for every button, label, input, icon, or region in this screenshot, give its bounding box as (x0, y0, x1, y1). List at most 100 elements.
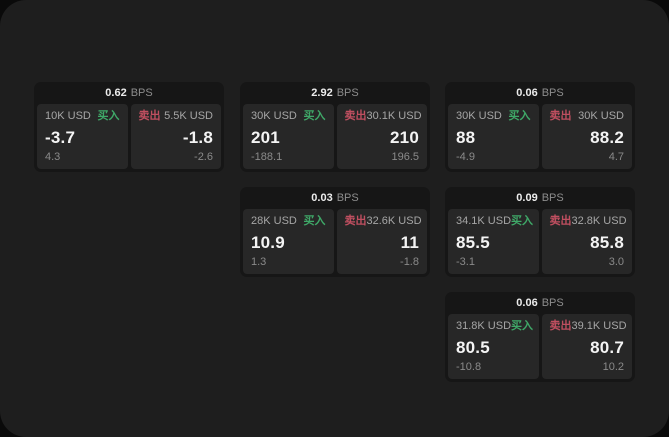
buy-panel-top: 28K USD 买入 (251, 216, 326, 227)
buy-panel-top: 31.8K USD 买入 (456, 320, 534, 332)
sell-amount: 5.5K USD (164, 110, 213, 122)
sell-sub-value: -2.6 (194, 151, 213, 163)
sell-sub-value: 3.0 (608, 256, 624, 268)
buy-panel[interactable]: 30K USD 买入 88 -4.9 (448, 104, 539, 169)
sell-panel[interactable]: 卖出 32.6K USD 11 -1.8 (336, 209, 427, 274)
sell-sub-value: 196.5 (391, 151, 419, 163)
bps-unit-label: BPS (336, 86, 359, 99)
bps-value: 0.03 (311, 191, 333, 204)
sell-amount: 30.1K USD (366, 110, 422, 122)
buy-panel[interactable]: 34.1K USD 买入 85.5 -3.1 (448, 209, 539, 274)
sell-button[interactable]: 卖出 (344, 110, 367, 122)
buy-amount: 31.8K USD (456, 320, 512, 332)
sell-sub-value: -1.8 (400, 256, 419, 268)
buy-price: 85.5 (456, 232, 490, 252)
buy-sub-value: 1.3 (251, 256, 267, 268)
bps-value: 0.06 (516, 86, 538, 99)
buy-panel-top: 30K USD 买入 (456, 111, 531, 122)
card-header: 0.06 BPS (448, 82, 632, 104)
quote-card: 2.92 BPS 30K USD 买入 201 -188.1 卖出 30.1K … (240, 82, 430, 172)
buy-panel[interactable]: 28K USD 买入 10.9 1.3 (243, 209, 334, 274)
buy-price: 10.9 (251, 232, 285, 252)
buy-panel[interactable]: 10K USD 买入 -3.7 4.3 (37, 104, 128, 169)
bps-value: 0.62 (105, 86, 127, 99)
buy-panel-top: 30K USD 买入 (251, 111, 326, 122)
buy-sub-value: -188.1 (251, 151, 283, 163)
sell-button[interactable]: 卖出 (549, 320, 572, 332)
buy-price: 88 (456, 127, 476, 147)
sell-panel-top: 卖出 32.8K USD (549, 215, 627, 227)
sell-button[interactable]: 卖出 (138, 110, 161, 122)
buy-price: 80.5 (456, 337, 490, 357)
buy-sub-value: -3.1 (456, 256, 475, 268)
buy-sub-value: -10.8 (456, 361, 482, 373)
sell-panel[interactable]: 卖出 30.1K USD 210 196.5 (336, 104, 427, 169)
sell-amount: 32.8K USD (571, 215, 627, 227)
card-body: 28K USD 买入 10.9 1.3 卖出 32.6K USD 11 -1.8 (243, 209, 427, 274)
sell-panel-top: 卖出 32.6K USD (344, 215, 422, 227)
buy-panel-top: 10K USD 买入 (45, 111, 120, 122)
buy-amount: 30K USD (251, 110, 297, 122)
sell-price: 80.7 (590, 337, 624, 357)
bps-unit-label: BPS (541, 86, 564, 99)
sell-amount: 39.1K USD (571, 320, 627, 332)
sell-sub-value: 10.2 (602, 361, 624, 373)
bps-unit-label: BPS (541, 296, 564, 309)
buy-button[interactable]: 买入 (97, 110, 120, 122)
sell-button[interactable]: 卖出 (549, 110, 572, 122)
card-header: 0.03 BPS (243, 187, 427, 209)
bps-unit-label: BPS (130, 86, 153, 99)
bps-value: 2.92 (311, 86, 333, 99)
quote-card: 0.06 BPS 31.8K USD 买入 80.5 -10.8 卖出 39.1… (445, 292, 635, 382)
quote-card: 0.62 BPS 10K USD 买入 -3.7 4.3 卖出 5.5K USD… (34, 82, 224, 172)
sell-panel-top: 卖出 30K USD (550, 111, 625, 122)
sell-panel-top: 卖出 30.1K USD (344, 110, 422, 122)
sell-amount: 32.6K USD (366, 215, 422, 227)
buy-button[interactable]: 买入 (511, 215, 534, 227)
bps-unit-label: BPS (541, 191, 564, 204)
buy-button[interactable]: 买入 (303, 110, 326, 122)
bps-value: 0.09 (516, 191, 538, 204)
buy-panel-top: 34.1K USD 买入 (456, 215, 534, 227)
sell-button[interactable]: 卖出 (344, 215, 367, 227)
card-header: 0.62 BPS (37, 82, 221, 104)
buy-amount: 30K USD (456, 110, 502, 122)
sell-panel[interactable]: 卖出 39.1K USD 80.7 10.2 (541, 314, 632, 379)
card-header: 0.09 BPS (448, 187, 632, 209)
buy-button[interactable]: 买入 (511, 320, 534, 332)
bps-value: 0.06 (516, 296, 538, 309)
sell-price: 88.2 (590, 127, 624, 147)
buy-panel[interactable]: 30K USD 买入 201 -188.1 (243, 104, 334, 169)
buy-button[interactable]: 买入 (303, 215, 326, 227)
buy-price: -3.7 (45, 127, 76, 147)
card-header: 2.92 BPS (243, 82, 427, 104)
quote-card: 0.03 BPS 28K USD 买入 10.9 1.3 卖出 32.6K US… (240, 187, 430, 277)
sell-amount: 30K USD (578, 110, 624, 122)
sell-price: 210 (390, 127, 419, 147)
sell-price: 11 (400, 232, 419, 252)
card-body: 30K USD 买入 201 -188.1 卖出 30.1K USD 210 1… (243, 104, 427, 169)
sell-sub-value: 4.7 (608, 151, 624, 163)
buy-sub-value: 4.3 (45, 151, 61, 163)
buy-sub-value: -4.9 (456, 151, 475, 163)
buy-price: 201 (251, 127, 280, 147)
buy-panel[interactable]: 31.8K USD 买入 80.5 -10.8 (448, 314, 539, 379)
quote-card: 0.06 BPS 30K USD 买入 88 -4.9 卖出 30K USD 8… (445, 82, 635, 172)
buy-amount: 28K USD (251, 215, 297, 227)
card-body: 34.1K USD 买入 85.5 -3.1 卖出 32.8K USD 85.8… (448, 209, 632, 274)
buy-amount: 34.1K USD (456, 215, 512, 227)
sell-price: 85.8 (590, 232, 624, 252)
sell-panel[interactable]: 卖出 32.8K USD 85.8 3.0 (541, 209, 632, 274)
card-body: 31.8K USD 买入 80.5 -10.8 卖出 39.1K USD 80.… (448, 314, 632, 379)
sell-panel[interactable]: 卖出 30K USD 88.2 4.7 (541, 104, 632, 169)
sell-panel[interactable]: 卖出 5.5K USD -1.8 -2.6 (130, 104, 221, 169)
buy-button[interactable]: 买入 (508, 110, 531, 122)
card-header: 0.06 BPS (448, 292, 632, 314)
buy-amount: 10K USD (45, 110, 91, 122)
sell-button[interactable]: 卖出 (549, 215, 572, 227)
quote-card: 0.09 BPS 34.1K USD 买入 85.5 -3.1 卖出 32.8K… (445, 187, 635, 277)
card-body: 30K USD 买入 88 -4.9 卖出 30K USD 88.2 4.7 (448, 104, 632, 169)
sell-price: -1.8 (182, 127, 213, 147)
card-body: 10K USD 买入 -3.7 4.3 卖出 5.5K USD -1.8 -2.… (37, 104, 221, 169)
